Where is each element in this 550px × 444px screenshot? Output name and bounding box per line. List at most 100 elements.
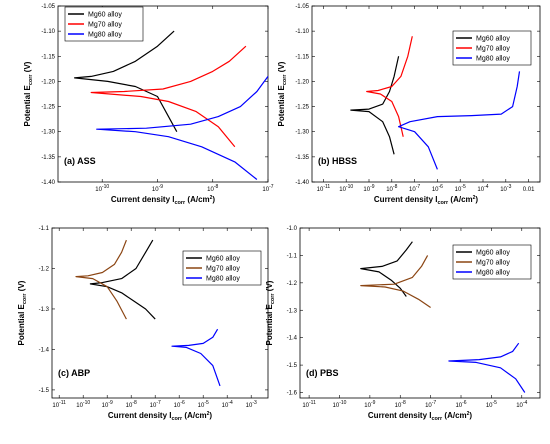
- series-line-2: [360, 255, 431, 308]
- legend: Mg60 alloy Mg70 alloy Mg80 alloy: [64, 6, 144, 42]
- legend-entry: Mg70 alloy: [206, 266, 240, 273]
- legend: Mg60 alloy Mg70 alloy Mg80 alloy: [182, 250, 262, 286]
- y-tick-label: -1.15: [41, 54, 55, 60]
- x-tick-label: 10-6: [174, 400, 185, 409]
- y-tick-label: -1.5: [39, 388, 50, 394]
- legend-entry: Mg60 alloy: [476, 250, 510, 257]
- x-tick-label: 10-5: [198, 400, 209, 409]
- y-tick-label: -1.5: [287, 363, 298, 369]
- y-tick-label: -1.40: [41, 180, 55, 186]
- legend-entry: Mg80 alloy: [476, 56, 510, 63]
- x-tick-label: 10-8: [126, 400, 137, 409]
- x-tick-label: 0.01: [523, 187, 535, 193]
- x-tick-label: 10-10: [339, 184, 353, 193]
- plot-frame: [299, 227, 541, 399]
- y-axis-label: Potential Ecorr (V): [265, 280, 276, 345]
- panel-label: (c) ABP: [58, 368, 90, 378]
- series-line-2: [75, 239, 127, 320]
- y-tick-label: -1.1: [39, 226, 50, 232]
- x-tick-label: 10-4: [222, 400, 233, 409]
- x-axis-label: Current density Icorr (A/cm2): [368, 411, 473, 422]
- legend-entry: Mg80 alloy: [476, 270, 510, 277]
- x-tick-label: 10-4: [477, 184, 488, 193]
- legend-entry: Mg60 alloy: [206, 256, 240, 263]
- panel-label: (a) ASS: [64, 156, 96, 166]
- plot-frame: [57, 5, 269, 183]
- y-tick-label: -1.15: [295, 54, 309, 60]
- legend-entry: Mg80 alloy: [206, 276, 240, 283]
- legend-entry: Mg60 alloy: [476, 36, 510, 43]
- x-axis-label: Current density Icorr (A/cm2): [108, 411, 213, 422]
- y-tick-label: -1.6: [287, 391, 298, 397]
- x-tick-label: 10-3: [500, 184, 511, 193]
- plot-frame: [51, 227, 269, 399]
- y-tick-label: -1.2: [287, 281, 298, 287]
- series-line-1: [89, 239, 156, 320]
- y-tick-label: -1.4: [287, 336, 298, 342]
- x-tick-label: 10-6: [455, 400, 466, 409]
- x-tick-label: 10-7: [409, 184, 420, 193]
- legend-entry: Mg60 alloy: [88, 12, 122, 19]
- x-tick-label: 10-10: [333, 400, 347, 409]
- x-tick-label: 10-9: [363, 184, 374, 193]
- x-tick-label: 10-8: [395, 400, 406, 409]
- panel-b-hbss: -1.40 -1.35 -1.30 -1.25 -1.20 -1.15 -1.10 -1.05…: [277, 4, 541, 206]
- y-tick-label: -1.4: [39, 347, 50, 353]
- y-tick-label: -1.30: [295, 130, 309, 136]
- x-tick-label: 10-4: [516, 400, 527, 409]
- series-line-3: [96, 76, 269, 180]
- x-tick-label: 10-8: [386, 184, 397, 193]
- x-axis-label: Current density Icorr (A/cm2): [111, 195, 216, 206]
- series-line-1: [73, 30, 178, 132]
- y-tick-label: -1.05: [295, 4, 309, 10]
- y-tick-label: -1.10: [295, 29, 309, 35]
- series-line-1: [360, 241, 413, 297]
- plot-frame: [311, 5, 541, 183]
- x-tick-label: 10-10: [95, 184, 109, 193]
- series-line-3: [398, 71, 521, 170]
- y-axis-label: Potential Ecorr (V): [23, 61, 34, 126]
- panel-c-abp: -1.5 -1.4 -1.3 -1.2 -1.1 10-11 10-10 10-9 10-8 10…: [17, 226, 269, 422]
- y-tick-label: -1.40: [295, 180, 309, 186]
- series-line-3: [448, 342, 526, 393]
- series-line-2: [366, 36, 413, 137]
- y-tick-label: -1.25: [41, 105, 55, 111]
- y-tick-label: -1.3: [287, 308, 298, 314]
- y-axis-label: Potential Ecorr (V): [277, 61, 288, 126]
- x-tick-label: 10-3: [246, 400, 257, 409]
- panel-label: (d) PBS: [306, 368, 339, 378]
- y-tick-label: -1.35: [41, 155, 55, 161]
- legend: Mg60 alloy Mg70 alloy Mg80 alloy: [452, 30, 532, 66]
- x-tick-label: 10-7: [425, 400, 436, 409]
- y-tick-label: -1.20: [295, 79, 309, 85]
- x-tick-label: 10-9: [102, 400, 113, 409]
- x-tick-label: 10-10: [76, 400, 90, 409]
- x-tick-label: 10-9: [364, 400, 375, 409]
- y-tick-label: -1.10: [41, 29, 55, 35]
- x-tick-label: 10-7: [150, 400, 161, 409]
- x-tick-label: 10-5: [486, 400, 497, 409]
- x-tick-label: 10-7: [262, 184, 273, 193]
- series-line-1: [350, 56, 400, 155]
- legend-entry: Mg80 alloy: [88, 32, 122, 39]
- x-axis-label: Current density Icorr (A/cm2): [374, 195, 479, 206]
- y-tick-label: -1.35: [295, 155, 309, 161]
- y-tick-label: -1.20: [41, 79, 55, 85]
- y-tick-label: -1.05: [41, 4, 55, 10]
- y-tick-label: -1.3: [39, 307, 50, 313]
- y-tick-label: -1.1: [287, 253, 298, 259]
- series-line-3: [171, 328, 221, 387]
- y-tick-label: -1.2: [39, 266, 50, 272]
- x-tick-label: 10-9: [152, 184, 163, 193]
- panel-label: (b) HBSS: [318, 156, 357, 166]
- series-line-2: [90, 45, 247, 148]
- legend-entry: Mg70 alloy: [476, 46, 510, 53]
- y-tick-label: -1.0: [287, 226, 298, 232]
- x-tick-label: 10-11: [317, 184, 331, 193]
- x-tick-label: 10-11: [302, 400, 316, 409]
- legend: Mg60 alloy Mg70 alloy Mg80 alloy: [452, 244, 532, 280]
- legend-entry: Mg70 alloy: [476, 260, 510, 267]
- x-tick-label: 10-5: [455, 184, 466, 193]
- y-tick-label: -1.25: [295, 105, 309, 111]
